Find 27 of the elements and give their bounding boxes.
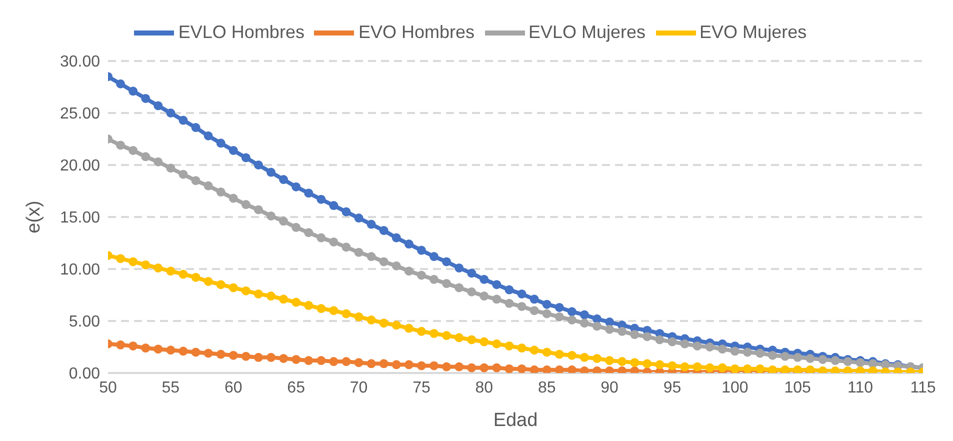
legend-label: EVO Hombres bbox=[358, 22, 474, 42]
y-tick-label: 5.00 bbox=[68, 314, 100, 331]
legend-label: EVO Mujeres bbox=[700, 22, 807, 42]
x-tick-label: 100 bbox=[722, 379, 748, 396]
y-tick-label: 30.00 bbox=[60, 54, 100, 71]
x-tick-label: 75 bbox=[412, 379, 430, 396]
x-tick-label: 110 bbox=[848, 379, 874, 396]
legend-label: EVLO Mujeres bbox=[528, 22, 646, 42]
x-tick-label: 65 bbox=[287, 379, 306, 396]
x-axis-title: Edad bbox=[493, 410, 538, 431]
y-tick-label: 10.00 bbox=[60, 262, 100, 279]
x-tick-label: 90 bbox=[600, 379, 619, 396]
x-tick-label: 60 bbox=[224, 379, 242, 396]
x-tick-label: 85 bbox=[538, 379, 556, 396]
y-tick-label: 20.00 bbox=[60, 158, 100, 175]
x-tick-label: 70 bbox=[350, 379, 368, 396]
y-tick-label: 25.00 bbox=[60, 106, 100, 123]
y-tick-label: 0.00 bbox=[68, 366, 100, 383]
x-tick-label: 95 bbox=[663, 379, 682, 396]
x-tick-label: 55 bbox=[162, 379, 180, 396]
x-tick-label: 80 bbox=[475, 379, 494, 396]
y-tick-label: 15.00 bbox=[60, 210, 100, 227]
legend-label: EVLO Hombres bbox=[178, 22, 304, 42]
x-tick-label: 105 bbox=[784, 379, 812, 396]
x-tick-label: 115 bbox=[910, 379, 936, 396]
y-axis-title: e(x) bbox=[24, 200, 45, 234]
x-tick-label: 50 bbox=[99, 379, 117, 396]
